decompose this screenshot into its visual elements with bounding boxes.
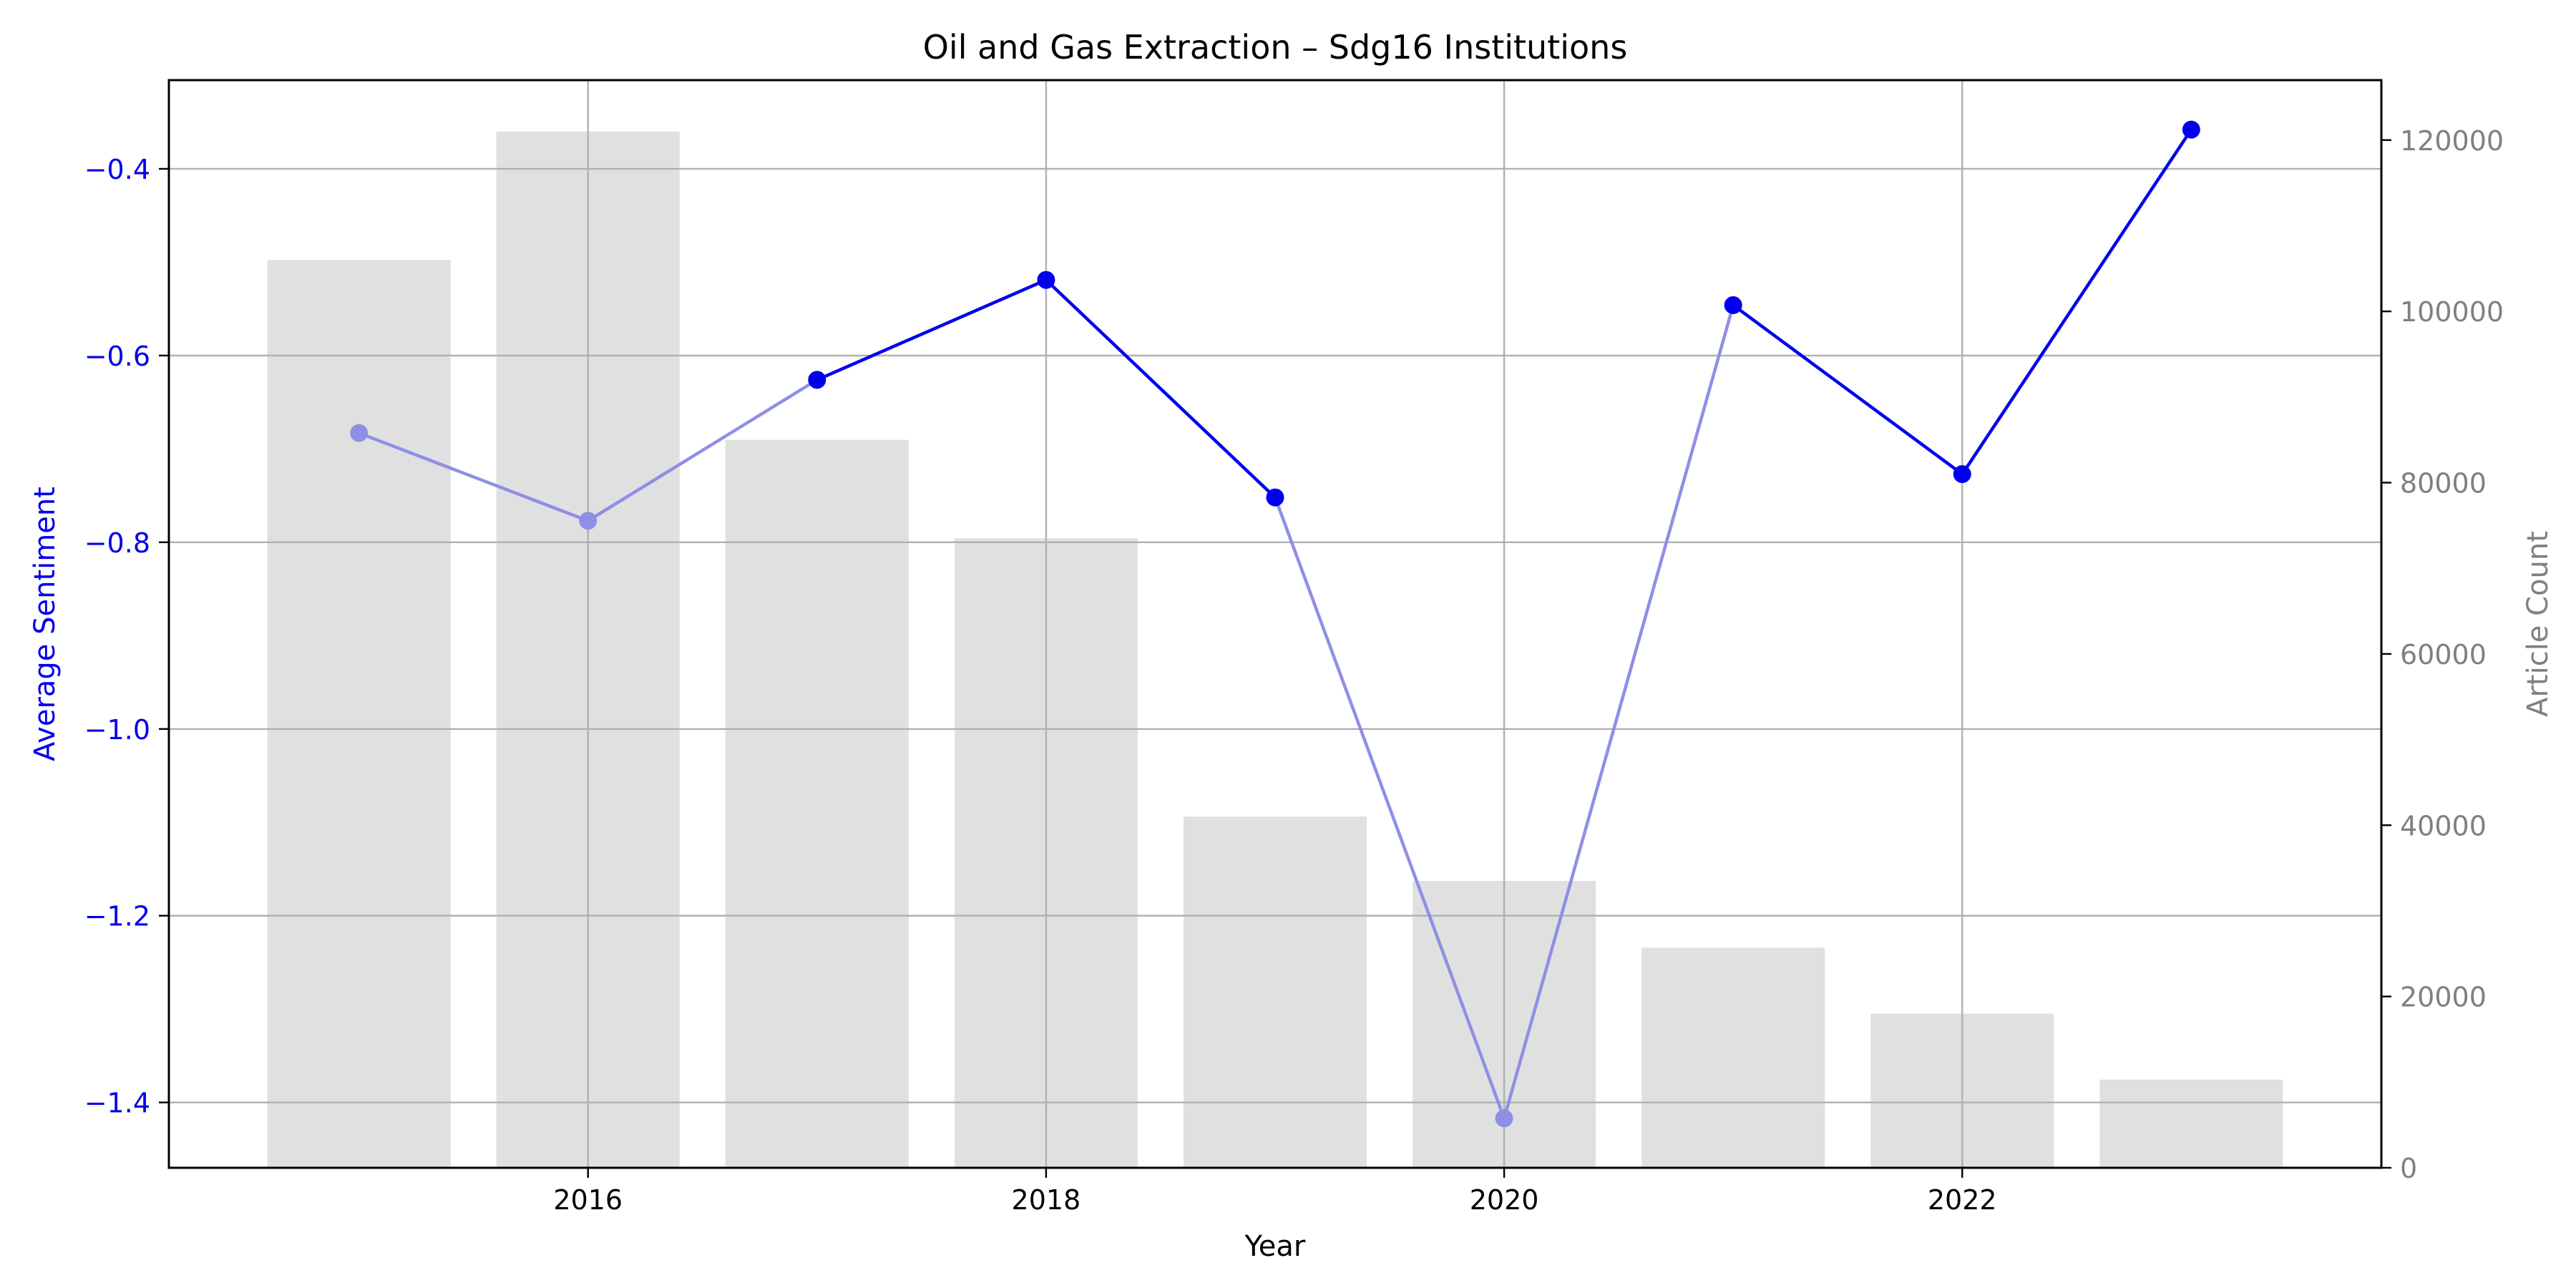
y-right-tick-label: 120000 (2400, 125, 2504, 157)
line-segment-2020-2021 (1502, 303, 1735, 1121)
line-point-2016 (579, 512, 597, 530)
y-right-tick-label: 20000 (2400, 982, 2487, 1013)
bar-2023 (2099, 1079, 2283, 1168)
line-segment-2016-2017 (586, 378, 819, 523)
x-tick-label-2018: 2018 (1012, 1184, 1081, 1216)
y-left-tick-label: −1.4 (84, 1088, 150, 1119)
plot-frame (167, 79, 2383, 1169)
x-tick-label-2016: 2016 (553, 1184, 623, 1216)
bar-2021 (1641, 947, 1825, 1168)
line-segment-2021-2022 (1731, 303, 1964, 476)
line-point-2023 (2182, 120, 2200, 139)
chart-title: Oil and Gas Extraction – Sdg16 Instituti… (923, 28, 1628, 67)
x-tick-label-2022: 2022 (1928, 1184, 1997, 1216)
y-right-tick-label: 60000 (2400, 639, 2487, 670)
y-right-tick-label: 40000 (2400, 810, 2487, 841)
grid-layer (169, 80, 2381, 1168)
line-segment-2019-2020 (1273, 495, 1506, 1121)
line-layer (350, 120, 2200, 1128)
y-axis-left-label: Average Sentiment (29, 487, 62, 761)
line-point-2022 (1953, 465, 1971, 484)
y-left-tick-label: −0.8 (84, 527, 150, 559)
y-axis-right-label: Article Count (2522, 531, 2555, 717)
line-point-2017 (808, 371, 826, 389)
line-point-2015 (350, 424, 369, 442)
y-left-tick-label: −0.6 (84, 341, 150, 372)
line-point-2021 (1724, 296, 1742, 314)
bar-2019 (1183, 816, 1367, 1168)
y-right-tick-label: 100000 (2400, 296, 2504, 328)
line-point-2019 (1266, 488, 1284, 507)
line-point-2018 (1037, 270, 1055, 289)
y-right-tick-label: 80000 (2400, 468, 2487, 499)
line-segment-2015-2016 (357, 431, 590, 523)
y-right-tick-label: 0 (2400, 1153, 2417, 1184)
y-left-tick-label: −1.0 (84, 714, 150, 746)
line-point-2020 (1495, 1109, 1513, 1128)
line-segment-2018-2019 (1044, 278, 1277, 499)
x-axis-label: Year (1244, 1230, 1306, 1263)
line-segment-2017-2018 (815, 278, 1048, 382)
bar-2017 (725, 439, 909, 1168)
line-segment-2022-2023 (1960, 127, 2193, 476)
x-tick-label-2020: 2020 (1470, 1184, 1539, 1216)
y-left-tick-label: −1.2 (84, 901, 150, 932)
bar-2015 (267, 260, 451, 1168)
axes-layer: 2016 2018 2020 2022 −1.4 −1.2 −1.0 −0.8 −0.6 −0.4… (84, 125, 2504, 1216)
y-left-tick-label: −0.4 (84, 154, 150, 185)
